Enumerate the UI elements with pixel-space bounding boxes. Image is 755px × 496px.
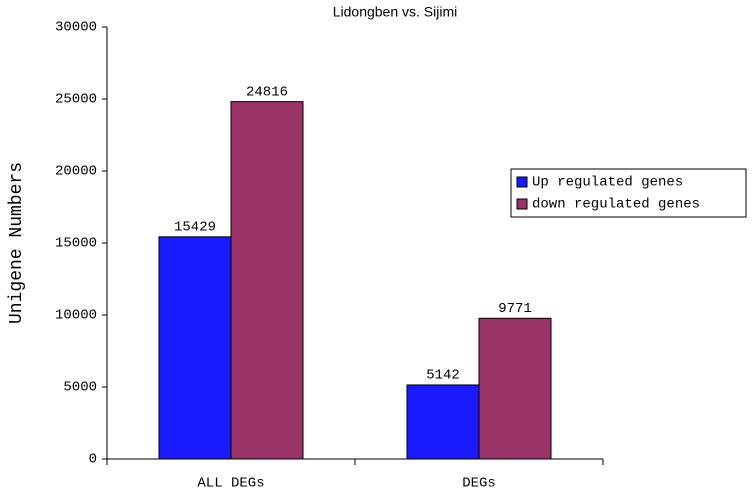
y-tick-label: 25000: [55, 92, 97, 108]
legend-box: [510, 168, 747, 218]
y-tick-label: 0: [89, 452, 97, 468]
x-tick-label: DEGs: [462, 476, 496, 492]
y-axis-label: Unigene Numbers: [7, 162, 27, 324]
chart-title: Lidongben vs. Sijimi: [333, 4, 458, 20]
y-tick-label: 5000: [63, 380, 97, 396]
bar: [478, 317, 552, 460]
y-tick-label: 10000: [55, 308, 97, 324]
y-tick-label: 30000: [55, 20, 97, 36]
data-label: 9771: [498, 301, 532, 317]
data-label: 5142: [426, 368, 460, 384]
data-label: 15429: [174, 220, 216, 236]
data-label: 24816: [246, 84, 288, 100]
bar: [158, 236, 232, 460]
bar: [406, 384, 480, 460]
x-tick-label: ALL DEGs: [197, 476, 264, 492]
legend-swatch: [516, 176, 528, 188]
legend-label: Up regulated genes: [532, 175, 683, 191]
bar: [230, 101, 304, 460]
y-tick-label: 20000: [55, 164, 97, 180]
legend-label: down regulated genes: [532, 197, 700, 213]
y-tick-label: 15000: [55, 236, 97, 252]
legend-swatch: [516, 198, 528, 210]
